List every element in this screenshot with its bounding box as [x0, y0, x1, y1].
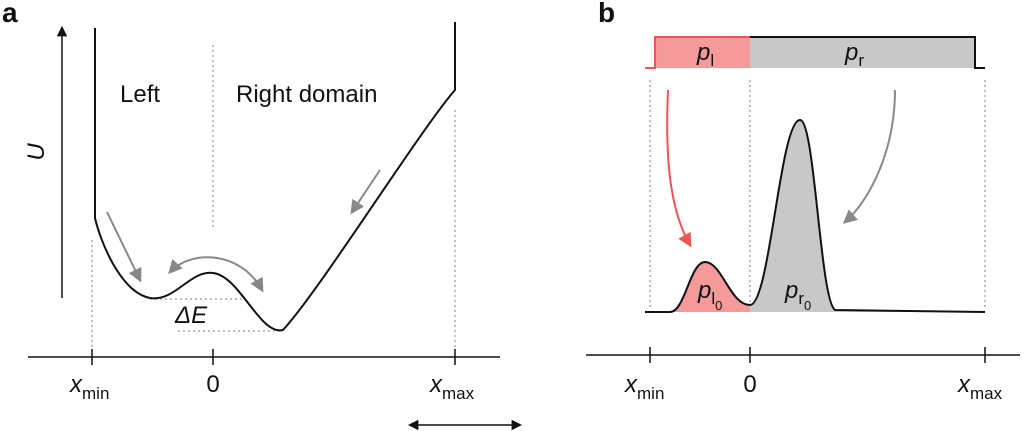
bar-outline: [750, 36, 985, 69]
bar-left-label: pl: [696, 39, 714, 70]
tick-label: xmin: [624, 371, 664, 403]
arrow: [350, 169, 381, 215]
bar-right: [750, 37, 975, 68]
potential-curve: [94, 22, 456, 332]
tick-label: xmax: [957, 371, 1003, 403]
arrow: [666, 89, 692, 248]
peak-right-label: pr0: [784, 277, 811, 313]
delta-label: ΔE: [174, 302, 208, 329]
right-label: Right domain: [236, 81, 377, 108]
tick-label: xmin: [69, 371, 109, 403]
y-axis-label: U: [23, 143, 50, 161]
panel-label: a: [2, 0, 18, 28]
left-label: Left: [120, 81, 160, 108]
peak-left-label: pl0: [697, 277, 722, 313]
panel-label: b: [598, 0, 615, 28]
fill-right: [750, 120, 985, 312]
tick-label: xmax: [429, 371, 475, 403]
panel-b: b pl pr pl0 pr0 xmin 0 xmax: [586, 0, 1020, 403]
bar-outline: [645, 36, 750, 69]
fill-left: [645, 262, 750, 312]
tick-label: 0: [743, 371, 756, 398]
arrow: [106, 211, 142, 283]
distribution-curve: [645, 118, 986, 313]
panel-a: a U Left Right domain ΔE xmin 0 xmax: [2, 0, 523, 431]
arrow: [168, 256, 264, 293]
arrow: [842, 89, 896, 224]
tick-label: 0: [206, 371, 219, 398]
bar-right-label: pr: [844, 39, 864, 70]
bar-left: [655, 37, 750, 68]
